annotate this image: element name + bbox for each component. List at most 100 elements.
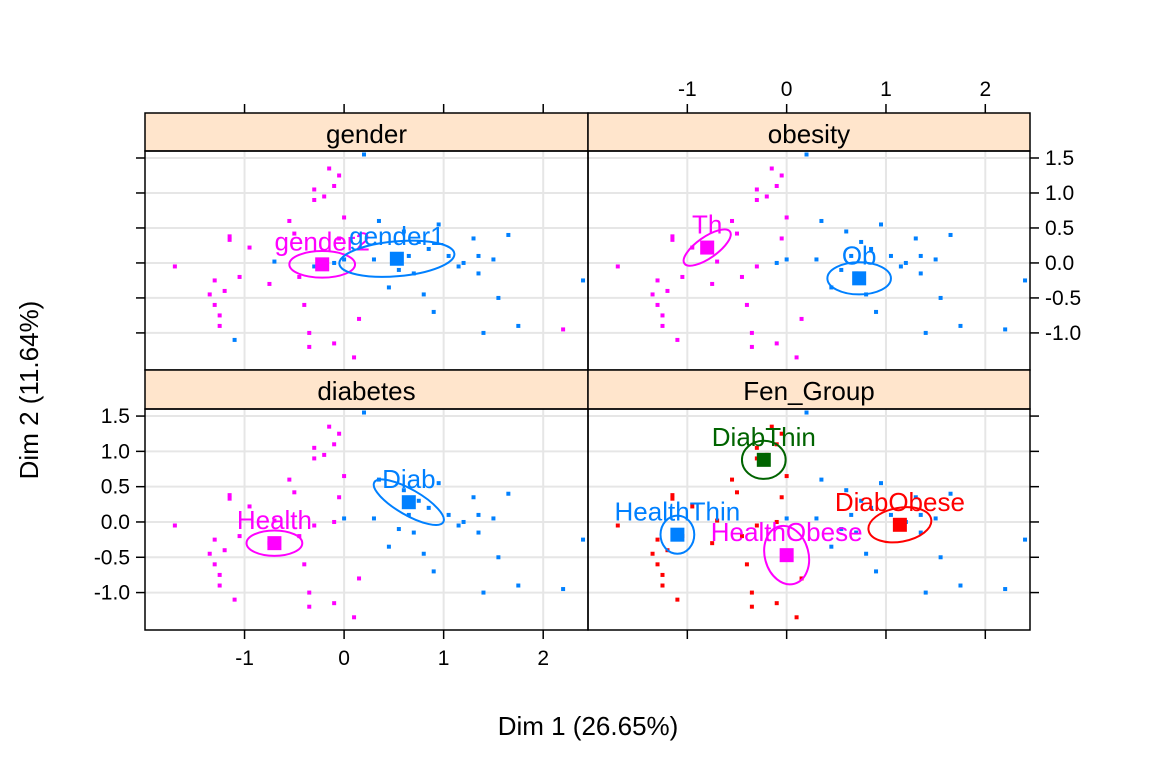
data-point <box>376 218 381 223</box>
data-point <box>357 576 362 581</box>
category-centroid <box>670 527 685 542</box>
data-point <box>307 330 312 335</box>
data-point <box>436 481 441 486</box>
data-point <box>456 523 461 528</box>
data-point <box>506 232 511 237</box>
strip-obesity <box>587 112 1031 152</box>
data-point <box>371 516 376 521</box>
data-point <box>655 278 660 283</box>
data-point <box>734 490 739 495</box>
data-point <box>362 152 367 157</box>
confidence-ellipse <box>682 228 732 267</box>
data-point <box>237 274 242 279</box>
data-point <box>476 253 481 258</box>
data-point <box>655 562 660 567</box>
category-centroid <box>700 240 715 255</box>
data-point <box>342 474 347 479</box>
data-point <box>481 590 486 595</box>
data-point <box>774 260 779 265</box>
data-point <box>829 544 834 549</box>
data-point <box>217 313 222 318</box>
data-point <box>396 527 401 532</box>
x-tick-label: -1 <box>235 647 254 670</box>
data-point <box>774 341 779 346</box>
data-point <box>431 569 436 574</box>
data-point <box>337 173 342 178</box>
category-centroid <box>892 517 907 532</box>
panel-gender <box>144 150 589 371</box>
data-point <box>386 544 391 549</box>
data-point <box>869 505 874 510</box>
data-point <box>918 530 923 535</box>
data-point <box>933 516 938 521</box>
x-tick-label: 1 <box>880 78 892 101</box>
data-point <box>172 523 177 528</box>
data-point <box>431 309 436 314</box>
data-point <box>675 597 680 602</box>
data-point <box>744 562 749 567</box>
data-point <box>888 512 893 517</box>
y-tick-label: -1.0 <box>1045 322 1081 345</box>
data-point <box>421 292 426 297</box>
data-point <box>730 477 735 482</box>
confidence-ellipse <box>763 524 811 586</box>
data-point <box>237 534 242 539</box>
strip-fen-group <box>587 369 1031 410</box>
data-point <box>322 452 327 457</box>
data-point <box>222 288 227 293</box>
data-point <box>774 601 779 606</box>
data-point <box>371 257 376 262</box>
data-point <box>715 518 720 523</box>
data-point <box>874 569 879 574</box>
data-point <box>406 512 411 517</box>
data-point <box>332 601 337 606</box>
data-point <box>207 551 212 556</box>
data-point <box>207 292 212 297</box>
x-tick-label: 0 <box>781 78 793 101</box>
confidence-ellipse <box>372 478 445 526</box>
data-point <box>496 555 501 560</box>
data-point <box>814 516 819 521</box>
data-point <box>675 337 680 342</box>
data-point <box>491 516 496 521</box>
data-point <box>337 431 342 436</box>
data-point <box>754 264 759 269</box>
data-point <box>879 481 884 486</box>
data-point <box>212 278 217 283</box>
y-axis-label: Dim 2 (11.64%) <box>14 301 44 480</box>
x-tick-label: -1 <box>678 78 697 101</box>
axes-layer: -1 0 1 2 -1 0 1 2 1.5 1.0 0.5 0.0 -0.5 -1.0 1.5 1.0 0.5 0… <box>94 78 1081 670</box>
data-point <box>819 477 824 482</box>
strip-diabetes <box>144 369 589 410</box>
y-tick-label: 1.5 <box>1045 147 1074 170</box>
data-point <box>784 257 789 262</box>
data-point <box>421 551 426 556</box>
data-point <box>222 548 227 553</box>
data-point <box>749 590 754 595</box>
panel-fen-group <box>587 408 1031 631</box>
x-tick-label: 2 <box>979 78 991 101</box>
data-point <box>332 519 337 524</box>
data-point <box>888 253 893 258</box>
data-point <box>287 477 292 482</box>
category-centroid <box>401 495 416 510</box>
data-point <box>312 197 317 202</box>
data-point <box>819 218 824 223</box>
data-point <box>779 495 784 500</box>
confidence-ellipse <box>867 506 933 544</box>
data-point <box>292 490 297 495</box>
strip-label: Fen_Group <box>743 376 875 406</box>
data-point <box>327 166 332 171</box>
category-label: Ob <box>842 240 877 270</box>
data-point <box>869 246 874 251</box>
data-point <box>302 302 307 307</box>
data-point <box>217 583 222 588</box>
data-point <box>446 512 451 517</box>
data-point <box>730 218 735 223</box>
data-point <box>923 330 928 335</box>
data-point <box>227 493 232 498</box>
data-point <box>784 215 789 220</box>
data-point <box>903 260 908 265</box>
y-tick-label: -0.5 <box>94 546 130 569</box>
data-point <box>710 541 715 546</box>
